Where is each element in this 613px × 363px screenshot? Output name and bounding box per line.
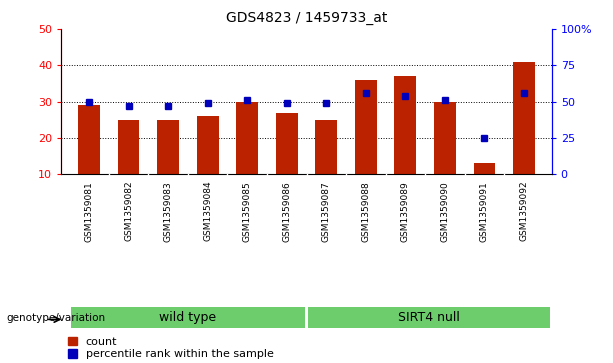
Title: GDS4823 / 1459733_at: GDS4823 / 1459733_at — [226, 11, 387, 25]
Text: wild type: wild type — [159, 311, 216, 324]
Text: GSM1359089: GSM1359089 — [401, 181, 410, 241]
Bar — [474, 163, 495, 174]
Text: GSM1359090: GSM1359090 — [440, 181, 449, 241]
Text: GSM1359086: GSM1359086 — [282, 181, 291, 241]
Bar — [316, 120, 337, 174]
Text: GSM1359081: GSM1359081 — [85, 181, 94, 241]
Bar — [276, 113, 297, 174]
Text: GSM1359091: GSM1359091 — [480, 181, 489, 241]
Bar — [513, 62, 535, 174]
Bar — [434, 102, 456, 174]
Bar — [157, 120, 179, 174]
Text: SIRT4 null: SIRT4 null — [398, 311, 460, 324]
Text: GSM1359084: GSM1359084 — [203, 181, 212, 241]
Bar — [197, 116, 218, 174]
Text: GSM1359082: GSM1359082 — [124, 181, 133, 241]
Text: GSM1359088: GSM1359088 — [361, 181, 370, 241]
Legend: count, percentile rank within the sample: count, percentile rank within the sample — [67, 336, 275, 360]
Bar — [236, 102, 258, 174]
FancyBboxPatch shape — [71, 307, 305, 328]
Bar — [78, 105, 100, 174]
Text: GSM1359083: GSM1359083 — [164, 181, 173, 241]
FancyBboxPatch shape — [308, 307, 550, 328]
Bar — [118, 120, 139, 174]
Text: GSM1359085: GSM1359085 — [243, 181, 252, 241]
Bar — [395, 76, 416, 174]
Text: genotype/variation: genotype/variation — [6, 313, 105, 323]
Text: GSM1359092: GSM1359092 — [519, 181, 528, 241]
Bar — [355, 80, 377, 174]
Text: GSM1359087: GSM1359087 — [322, 181, 331, 241]
